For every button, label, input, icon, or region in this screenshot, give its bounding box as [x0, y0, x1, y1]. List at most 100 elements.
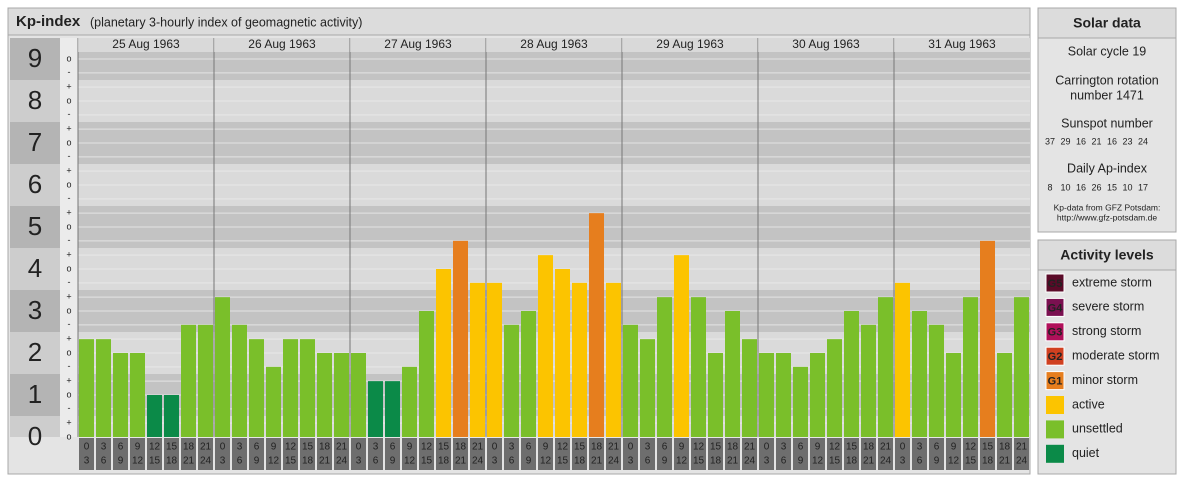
time-cell	[759, 438, 774, 470]
time-to: 24	[744, 456, 756, 467]
y-tick-label: 7	[28, 127, 42, 157]
time-to: 6	[101, 456, 107, 467]
bar	[691, 297, 706, 437]
y-tick-label: 0	[28, 421, 42, 451]
time-cell	[521, 438, 536, 470]
bar	[861, 324, 876, 437]
time-to: 9	[118, 456, 124, 467]
y-tick-label: 2	[28, 337, 42, 367]
bar	[351, 353, 366, 437]
time-from: 3	[645, 442, 651, 453]
time-to: 9	[390, 456, 396, 467]
sunspot-value: 16	[1076, 136, 1086, 146]
time-cell	[487, 438, 502, 470]
source: Kp-data from GFZ Potsdam:	[1054, 202, 1161, 212]
solar-cycle: Solar cycle 19	[1068, 44, 1147, 58]
time-cell	[198, 438, 213, 470]
y-minor-tick-label: o	[66, 431, 71, 441]
bar	[929, 324, 944, 437]
legend-swatch	[1046, 420, 1064, 439]
legend-swatch	[1045, 297, 1065, 317]
y-tick-label: 5	[28, 211, 42, 241]
sunspot-value: 16	[1107, 136, 1117, 146]
legend-swatch	[1046, 396, 1064, 414]
time-to: 24	[608, 456, 620, 467]
time-from: 0	[900, 442, 906, 453]
time-from: 12	[285, 442, 297, 453]
bar	[317, 353, 332, 437]
time-to: 6	[645, 456, 651, 467]
y-tick-label: 3	[28, 295, 42, 325]
legend-header	[1037, 239, 1177, 271]
number-band	[10, 206, 60, 248]
bar	[742, 339, 757, 437]
time-cell	[436, 438, 451, 470]
time-to: 9	[254, 456, 260, 467]
y-minor-tick-label: +	[66, 82, 71, 92]
y-minor-tick-label: +	[66, 208, 71, 218]
number-band	[10, 122, 60, 164]
carrington: Carrington rotation	[1055, 73, 1159, 87]
time-cell	[861, 438, 876, 470]
time-from: 0	[220, 442, 226, 453]
bar	[878, 297, 893, 437]
header	[7, 7, 1031, 36]
bar	[198, 324, 213, 437]
time-cell	[793, 438, 808, 470]
time-to: 3	[764, 456, 770, 467]
bar	[657, 297, 672, 437]
time-cell	[266, 438, 281, 470]
y-minor-tick-label: +	[66, 334, 71, 344]
time-from: 21	[200, 442, 212, 453]
time-to: 15	[557, 456, 569, 467]
time-from: 6	[662, 442, 668, 453]
time-cell	[708, 438, 723, 470]
time-from: 21	[880, 442, 892, 453]
time-cell	[538, 438, 553, 470]
time-cell	[878, 438, 893, 470]
y-tick-label: 9	[28, 43, 42, 73]
time-cell	[249, 438, 264, 470]
time-to: 18	[710, 456, 722, 467]
time-cell	[504, 438, 519, 470]
time-cell	[215, 438, 230, 470]
ap-value: 16	[1076, 182, 1086, 192]
sunspot-value: 29	[1060, 136, 1070, 146]
time-cell	[300, 438, 315, 470]
time-cell	[980, 438, 995, 470]
time-to: 6	[237, 456, 243, 467]
bar	[895, 282, 910, 437]
time-to: 12	[540, 456, 552, 467]
bar	[946, 353, 961, 437]
y-minor-tick-label: -	[68, 235, 71, 245]
bar	[215, 297, 230, 437]
time-from: 6	[798, 442, 804, 453]
legend-label: minor storm	[1072, 373, 1138, 387]
legend-swatch	[1045, 322, 1065, 342]
time-to: 3	[356, 456, 362, 467]
date-label: 31 Aug 1963	[928, 37, 996, 51]
ap-value: 10	[1122, 182, 1132, 192]
bar	[266, 366, 281, 437]
time-to: 12	[404, 456, 416, 467]
time-cell	[589, 438, 604, 470]
time-to: 9	[662, 456, 668, 467]
y-minor-tick-label: o	[66, 263, 71, 273]
time-from: 15	[302, 442, 314, 453]
time-from: 6	[526, 442, 532, 453]
time-from: 0	[84, 442, 90, 453]
y-tick-label: 1	[28, 379, 42, 409]
time-from: 3	[373, 442, 379, 453]
y-tick-label: 6	[28, 169, 42, 199]
time-cell	[368, 438, 383, 470]
time-cell	[113, 438, 128, 470]
bar	[385, 381, 400, 437]
time-to: 21	[727, 456, 739, 467]
bar	[640, 339, 655, 437]
time-to: 21	[455, 456, 467, 467]
y-minor-tick-label: +	[66, 166, 71, 176]
time-cell	[334, 438, 349, 470]
time-from: 12	[829, 442, 841, 453]
time-from: 12	[557, 442, 569, 453]
